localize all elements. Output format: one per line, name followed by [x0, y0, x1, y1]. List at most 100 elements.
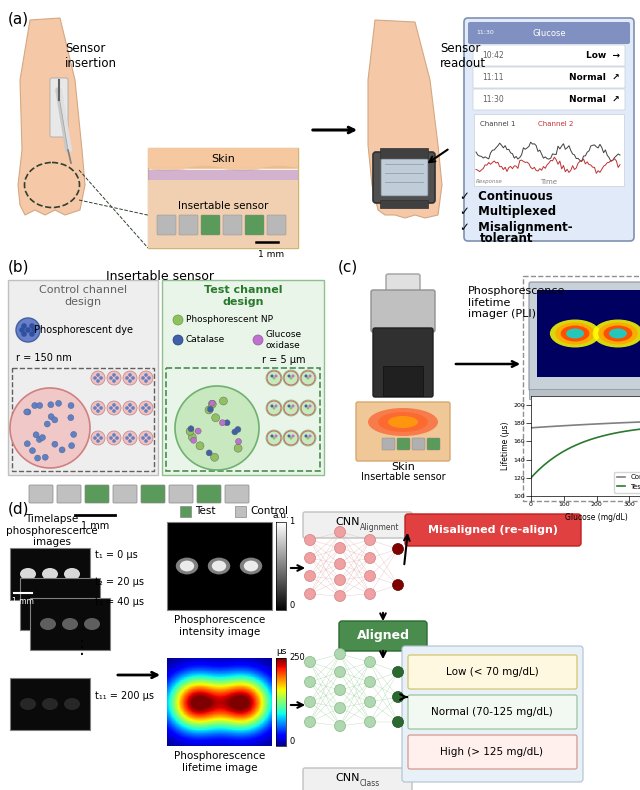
- Bar: [276, 576, 286, 577]
- Ellipse shape: [240, 558, 262, 574]
- Text: Normal (70-125 mg/dL): Normal (70-125 mg/dL): [431, 707, 553, 717]
- Bar: [276, 674, 286, 675]
- Bar: [276, 679, 286, 680]
- Circle shape: [144, 409, 148, 413]
- Bar: [276, 735, 286, 736]
- FancyBboxPatch shape: [397, 438, 410, 450]
- FancyBboxPatch shape: [537, 290, 640, 377]
- Bar: [276, 571, 286, 572]
- Bar: [276, 672, 286, 673]
- Circle shape: [147, 406, 151, 410]
- Bar: [276, 574, 286, 575]
- Bar: [276, 705, 286, 706]
- FancyBboxPatch shape: [162, 280, 324, 475]
- Circle shape: [128, 379, 132, 383]
- Text: tolerant: tolerant: [480, 232, 534, 246]
- FancyBboxPatch shape: [201, 215, 220, 235]
- Circle shape: [271, 374, 273, 378]
- Text: (b): (b): [8, 260, 29, 275]
- Text: Alignment: Alignment: [360, 522, 399, 532]
- Bar: [276, 544, 286, 545]
- Circle shape: [365, 697, 376, 708]
- Circle shape: [308, 404, 312, 408]
- Bar: [276, 606, 286, 608]
- Bar: [276, 698, 286, 699]
- Circle shape: [335, 574, 346, 585]
- Ellipse shape: [566, 329, 584, 338]
- Bar: [276, 664, 286, 665]
- FancyBboxPatch shape: [167, 522, 272, 610]
- Circle shape: [96, 409, 100, 413]
- Bar: [276, 609, 286, 610]
- Bar: [276, 531, 286, 532]
- Bar: [276, 678, 286, 679]
- Bar: [276, 554, 286, 555]
- Circle shape: [191, 438, 196, 443]
- Bar: [276, 744, 286, 745]
- FancyBboxPatch shape: [235, 506, 246, 517]
- FancyBboxPatch shape: [408, 655, 577, 689]
- Circle shape: [40, 435, 45, 441]
- Bar: [276, 724, 286, 725]
- Circle shape: [287, 404, 291, 408]
- Bar: [276, 549, 286, 550]
- Bar: [276, 573, 286, 574]
- Bar: [276, 578, 286, 579]
- FancyBboxPatch shape: [473, 89, 625, 110]
- Bar: [276, 595, 286, 596]
- Text: Phosphorescence
lifetime image: Phosphorescence lifetime image: [174, 751, 265, 773]
- Bar: [276, 575, 286, 576]
- Circle shape: [123, 431, 137, 445]
- Bar: [276, 673, 286, 674]
- Legend: Control, Test: Control, Test: [614, 472, 640, 492]
- Circle shape: [109, 436, 113, 440]
- Bar: [276, 728, 286, 729]
- Circle shape: [48, 414, 54, 419]
- Circle shape: [144, 433, 148, 437]
- Bar: [276, 686, 286, 687]
- FancyBboxPatch shape: [380, 200, 428, 208]
- Circle shape: [283, 430, 299, 446]
- Bar: [276, 604, 286, 605]
- Ellipse shape: [561, 325, 589, 341]
- Circle shape: [112, 403, 116, 407]
- Bar: [276, 663, 286, 664]
- Bar: [276, 666, 286, 668]
- Bar: [276, 695, 286, 696]
- Ellipse shape: [604, 325, 632, 341]
- Text: a.u.: a.u.: [273, 510, 289, 520]
- Text: Sensor
readout: Sensor readout: [440, 42, 486, 70]
- Text: Insertable sensor: Insertable sensor: [361, 472, 445, 482]
- Circle shape: [131, 376, 135, 380]
- Ellipse shape: [378, 412, 428, 432]
- Circle shape: [25, 327, 31, 333]
- Bar: [276, 562, 286, 563]
- Text: Sensor
insertion: Sensor insertion: [65, 42, 117, 70]
- Bar: [276, 532, 286, 533]
- Circle shape: [188, 426, 194, 431]
- Bar: [276, 689, 286, 690]
- Circle shape: [29, 448, 35, 453]
- Bar: [276, 553, 286, 555]
- Circle shape: [99, 436, 103, 440]
- Text: Test: Test: [195, 506, 216, 517]
- FancyBboxPatch shape: [386, 274, 420, 294]
- Text: Class: Class: [360, 778, 380, 788]
- FancyBboxPatch shape: [148, 180, 298, 248]
- Circle shape: [305, 589, 316, 600]
- Bar: [276, 605, 286, 606]
- Circle shape: [271, 435, 273, 438]
- Bar: [276, 742, 286, 743]
- Bar: [276, 580, 286, 581]
- Bar: [276, 722, 286, 723]
- Bar: [276, 535, 286, 536]
- FancyBboxPatch shape: [50, 78, 68, 137]
- FancyBboxPatch shape: [473, 67, 625, 88]
- Text: 1 mm: 1 mm: [12, 597, 34, 606]
- FancyBboxPatch shape: [303, 768, 412, 790]
- Bar: [276, 542, 286, 544]
- Text: (d): (d): [8, 502, 29, 517]
- Text: 10:42: 10:42: [482, 51, 504, 60]
- Text: t₁₁ = 200 μs: t₁₁ = 200 μs: [95, 691, 154, 701]
- Bar: [276, 526, 286, 527]
